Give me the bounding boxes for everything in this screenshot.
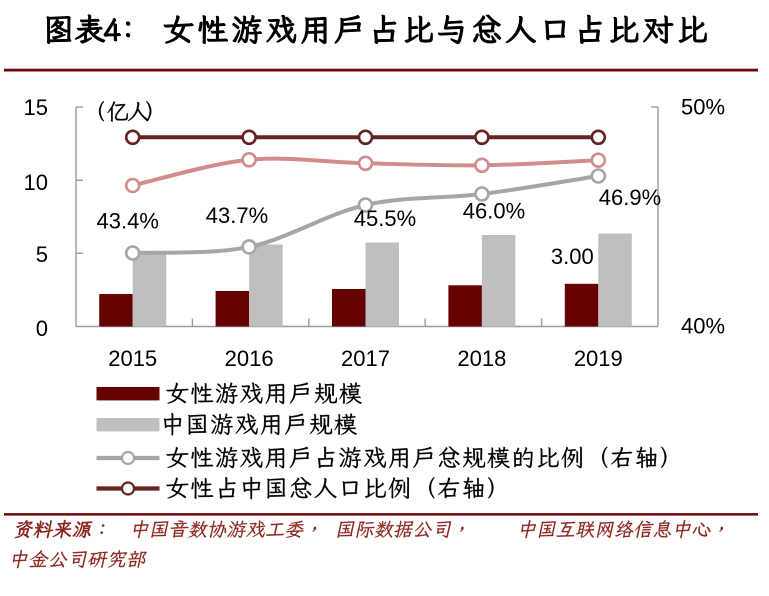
- svg-text:46.9%: 46.9%: [599, 185, 661, 210]
- svg-text:40%: 40%: [681, 313, 725, 338]
- svg-text:43.7%: 43.7%: [206, 203, 268, 228]
- svg-text:2016: 2016: [225, 346, 274, 371]
- svg-text:0: 0: [36, 316, 48, 341]
- svg-text:46.0%: 46.0%: [463, 198, 525, 223]
- svg-text:5: 5: [36, 242, 48, 267]
- svg-text:50%: 50%: [681, 94, 725, 119]
- svg-text:2019: 2019: [574, 346, 623, 371]
- svg-text:45.5%: 45.5%: [354, 206, 416, 231]
- svg-text:15: 15: [24, 95, 48, 120]
- svg-text:3.00: 3.00: [551, 244, 594, 269]
- svg-text:2018: 2018: [457, 346, 506, 371]
- svg-text:43.4%: 43.4%: [97, 208, 159, 233]
- svg-text:2017: 2017: [341, 346, 390, 371]
- svg-text:2015: 2015: [108, 346, 157, 371]
- svg-text:10: 10: [24, 170, 48, 195]
